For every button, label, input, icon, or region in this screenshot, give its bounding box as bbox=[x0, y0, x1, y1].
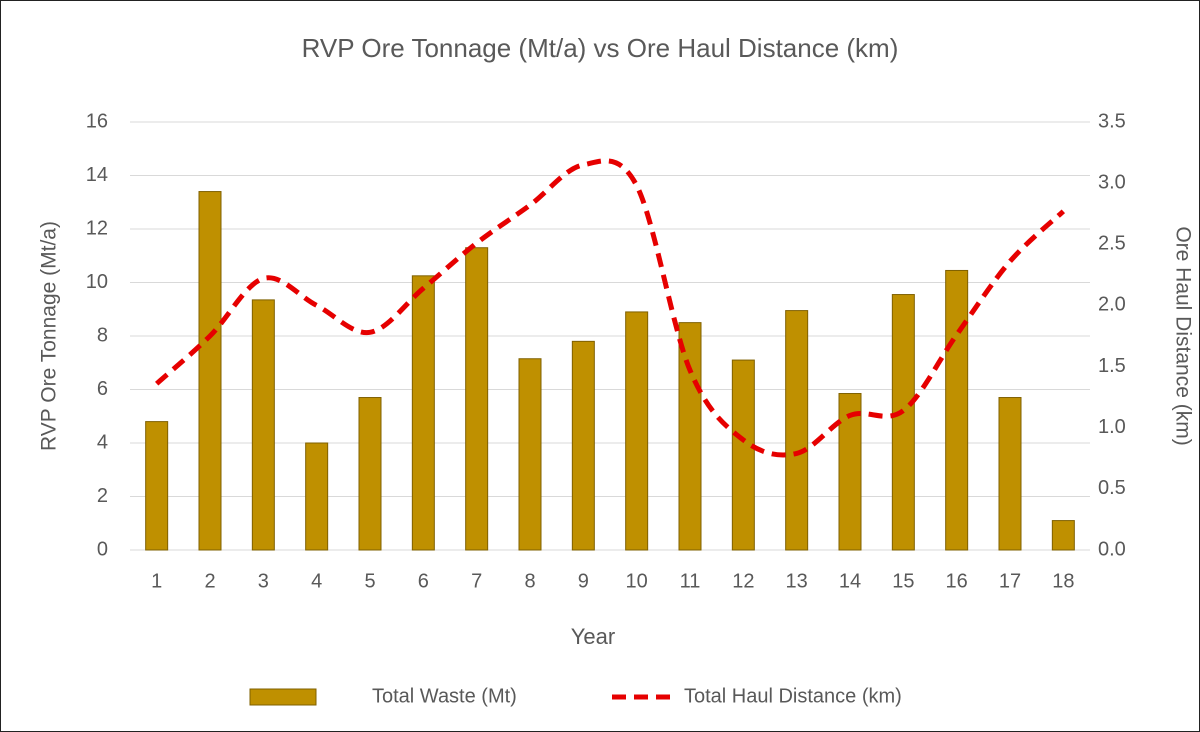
legend-label: Total Haul Distance (km) bbox=[684, 685, 902, 707]
x-tick-label: 3 bbox=[258, 570, 269, 592]
bar bbox=[891, 294, 915, 551]
y2-tick-label: 1.0 bbox=[1098, 416, 1126, 438]
y2-tick-label: 0.5 bbox=[1098, 477, 1126, 499]
y-tick-label: 10 bbox=[86, 271, 108, 293]
x-tick-label: 13 bbox=[786, 570, 808, 592]
y-tick-label: 2 bbox=[97, 485, 108, 507]
x-tick-label: 7 bbox=[471, 570, 482, 592]
y2-tick-label: 2.5 bbox=[1098, 233, 1126, 255]
bar bbox=[305, 442, 329, 551]
bar bbox=[251, 299, 275, 551]
bar bbox=[145, 421, 169, 551]
x-tick-label: 9 bbox=[578, 570, 589, 592]
legend-label: Total Waste (Mt) bbox=[372, 685, 517, 707]
bar bbox=[678, 322, 702, 551]
bar bbox=[625, 311, 649, 551]
bar bbox=[731, 359, 755, 551]
x-tick-label: 1 bbox=[151, 570, 162, 592]
x-tick-label: 14 bbox=[839, 570, 861, 592]
bar bbox=[998, 397, 1022, 551]
x-tick-label: 12 bbox=[732, 570, 754, 592]
bar bbox=[518, 358, 542, 551]
y2-tick-label: 0.0 bbox=[1098, 538, 1126, 560]
y2-axis-title: Ore Haul Distance (km) bbox=[1171, 226, 1194, 445]
x-tick-label: 18 bbox=[1052, 570, 1074, 592]
x-tick-label: 4 bbox=[311, 570, 322, 592]
bar bbox=[358, 397, 382, 551]
bar bbox=[411, 275, 435, 551]
bar bbox=[198, 191, 222, 551]
y-tick-label: 4 bbox=[97, 431, 108, 453]
y-tick-label: 14 bbox=[86, 164, 108, 186]
bar bbox=[1051, 520, 1075, 551]
y-axis-title: RVP Ore Tonnage (Mt/a) bbox=[38, 221, 61, 451]
x-tick-label: 10 bbox=[626, 570, 648, 592]
x-tick-label: 15 bbox=[892, 570, 914, 592]
x-axis-title: Year bbox=[571, 624, 615, 649]
y-tick-label: 0 bbox=[97, 538, 108, 560]
bar bbox=[571, 340, 595, 551]
y2-tick-label: 2.0 bbox=[1098, 294, 1126, 316]
y2-tick-label: 3.5 bbox=[1098, 110, 1126, 132]
x-tick-label: 16 bbox=[946, 570, 968, 592]
x-tick-label: 8 bbox=[524, 570, 535, 592]
y2-tick-label: 3.0 bbox=[1098, 171, 1126, 193]
y-tick-label: 8 bbox=[97, 324, 108, 346]
bar bbox=[838, 393, 862, 551]
line bbox=[155, 158, 1066, 458]
bar bbox=[465, 247, 489, 551]
y-tick-label: 6 bbox=[97, 378, 108, 400]
x-tick-label: 17 bbox=[999, 570, 1021, 592]
y2-tick-label: 1.5 bbox=[1098, 355, 1126, 377]
chart-title: RVP Ore Tonnage (Mt/a) vs Ore Haul Dista… bbox=[302, 33, 899, 63]
y-tick-label: 16 bbox=[86, 110, 108, 132]
x-tick-label: 11 bbox=[680, 570, 701, 592]
y-tick-label: 12 bbox=[86, 217, 108, 239]
x-tick-label: 2 bbox=[204, 570, 215, 592]
bar bbox=[785, 310, 809, 551]
x-tick-label: 5 bbox=[364, 570, 375, 592]
x-tick-label: 6 bbox=[418, 570, 429, 592]
legend-swatch bbox=[249, 688, 317, 706]
bar bbox=[945, 269, 969, 551]
